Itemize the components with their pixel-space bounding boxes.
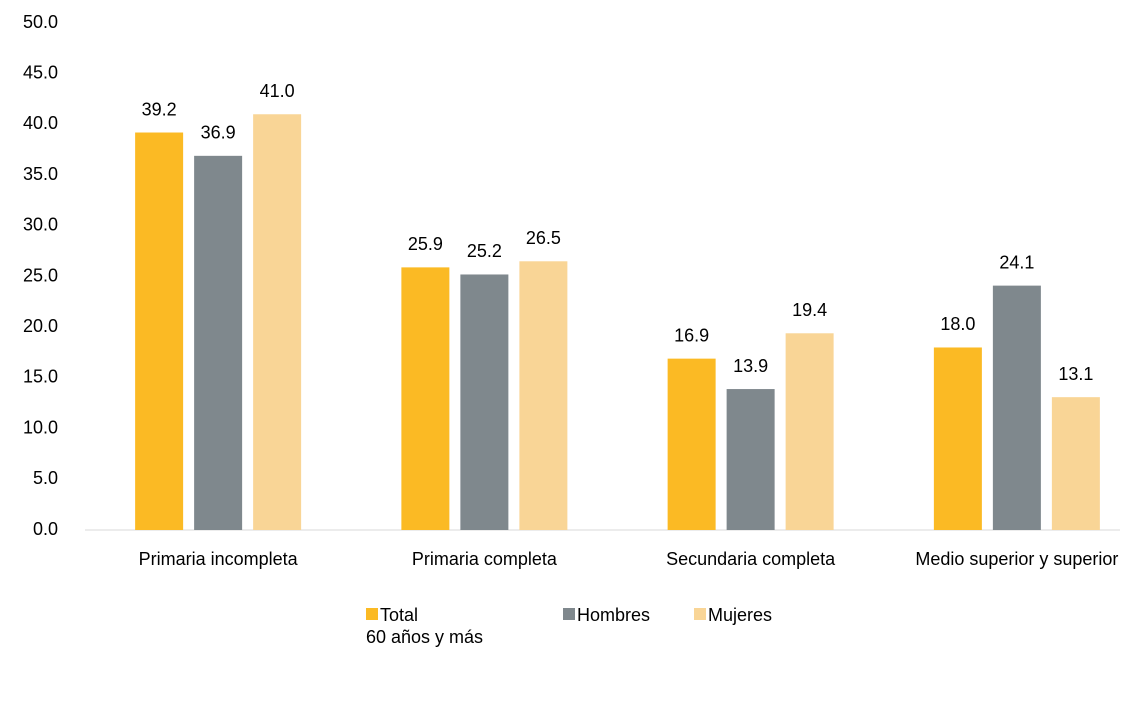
y-tick-label: 20.0	[23, 316, 58, 336]
data-label: 18.0	[940, 314, 975, 334]
data-label: 25.9	[408, 234, 443, 254]
data-label: 26.5	[526, 228, 561, 248]
y-tick-label: 15.0	[23, 367, 58, 387]
data-label: 25.2	[467, 241, 502, 261]
bar	[667, 358, 716, 530]
y-tick-label: 50.0	[23, 12, 58, 32]
x-tick-label: Medio superior y superior	[915, 549, 1119, 569]
legend-swatch	[366, 608, 378, 620]
bar	[1051, 397, 1100, 530]
data-label: 39.2	[142, 99, 177, 119]
bar	[992, 285, 1041, 530]
bar	[253, 114, 302, 530]
bar	[519, 261, 568, 530]
bar	[785, 333, 834, 530]
data-label: 36.9	[201, 123, 236, 143]
data-label: 13.1	[1058, 364, 1093, 384]
data-label: 24.1	[999, 252, 1034, 272]
y-tick-label: 45.0	[23, 62, 58, 82]
x-tick-label: Primaria completa	[411, 549, 557, 569]
y-tick-label: 30.0	[23, 215, 58, 235]
data-label: 41.0	[260, 81, 295, 101]
data-label: 19.4	[792, 300, 827, 320]
y-tick-label: 10.0	[23, 417, 58, 437]
x-tick-label: Secundaria completa	[666, 549, 836, 569]
legend-swatch	[694, 608, 706, 620]
y-tick-label: 35.0	[23, 164, 58, 184]
legend-swatch	[563, 608, 575, 620]
bar	[726, 389, 775, 530]
bar	[933, 347, 982, 530]
legend-item: Total 60 años y más	[366, 604, 483, 648]
data-label: 16.9	[674, 325, 709, 345]
legend-label: Hombres	[577, 605, 651, 625]
legend-item: Mujeres	[694, 604, 772, 626]
bar	[135, 132, 184, 530]
y-tick-label: 25.0	[23, 265, 58, 285]
bar	[194, 155, 243, 531]
y-tick-label: 40.0	[23, 113, 58, 133]
y-tick-label: 0.0	[33, 519, 58, 539]
x-tick-label: Primaria incompleta	[138, 549, 298, 569]
bar	[401, 267, 450, 530]
legend-label: Mujeres	[708, 605, 773, 625]
bar	[460, 274, 509, 530]
y-tick-label: 5.0	[33, 468, 58, 488]
data-label: 13.9	[733, 356, 768, 376]
legend-label: Total 60 años y más	[366, 605, 484, 647]
legend-item: Hombres	[563, 604, 650, 626]
